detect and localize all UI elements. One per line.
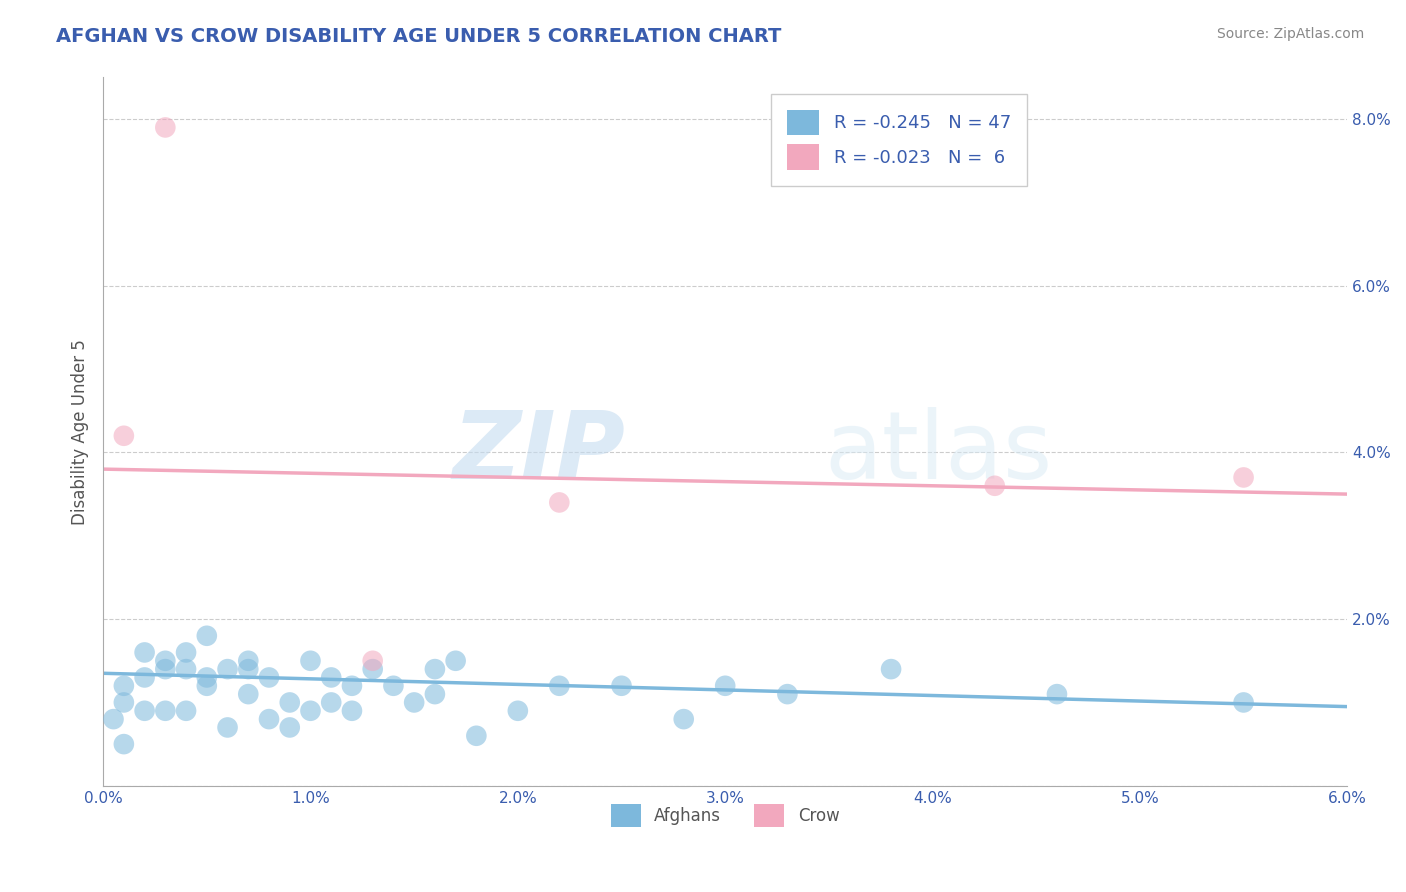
Legend: Afghans, Crow: Afghans, Crow: [605, 797, 846, 834]
Point: [134, 670, 156, 684]
Point: [174, 704, 197, 718]
Point: [257, 670, 280, 684]
Point: [548, 495, 571, 509]
Point: [465, 729, 488, 743]
Point: [299, 704, 322, 718]
Point: [103, 712, 125, 726]
Point: [672, 712, 695, 726]
Point: [112, 737, 135, 751]
Point: [321, 670, 343, 684]
Point: [548, 679, 571, 693]
Text: AFGHAN VS CROW DISABILITY AGE UNDER 5 CORRELATION CHART: AFGHAN VS CROW DISABILITY AGE UNDER 5 CO…: [56, 27, 782, 45]
Point: [444, 654, 467, 668]
Point: [257, 712, 280, 726]
Point: [112, 429, 135, 443]
Point: [423, 687, 446, 701]
Point: [174, 662, 197, 676]
Point: [361, 662, 384, 676]
Point: [238, 662, 260, 676]
Point: [340, 679, 363, 693]
Point: [506, 704, 529, 718]
Point: [217, 662, 239, 676]
Point: [112, 696, 135, 710]
Point: [423, 662, 446, 676]
Point: [321, 696, 343, 710]
Point: [610, 679, 633, 693]
Point: [174, 645, 197, 659]
Text: Source: ZipAtlas.com: Source: ZipAtlas.com: [1216, 27, 1364, 41]
Text: ZIP: ZIP: [453, 407, 626, 499]
Point: [1232, 696, 1254, 710]
Text: atlas: atlas: [825, 407, 1053, 499]
Point: [382, 679, 405, 693]
Point: [155, 704, 177, 718]
Point: [299, 654, 322, 668]
Point: [195, 679, 218, 693]
Point: [155, 120, 177, 135]
Point: [880, 662, 903, 676]
Point: [134, 645, 156, 659]
Point: [1232, 470, 1254, 484]
Point: [195, 629, 218, 643]
Point: [340, 704, 363, 718]
Point: [238, 687, 260, 701]
Point: [112, 679, 135, 693]
Point: [238, 654, 260, 668]
Point: [195, 670, 218, 684]
Y-axis label: Disability Age Under 5: Disability Age Under 5: [72, 339, 89, 524]
Point: [278, 721, 301, 735]
Point: [714, 679, 737, 693]
Point: [1046, 687, 1069, 701]
Point: [278, 696, 301, 710]
Point: [404, 696, 426, 710]
Point: [776, 687, 799, 701]
Point: [361, 654, 384, 668]
Point: [155, 662, 177, 676]
Point: [217, 721, 239, 735]
Point: [134, 704, 156, 718]
Point: [984, 479, 1007, 493]
Point: [155, 654, 177, 668]
